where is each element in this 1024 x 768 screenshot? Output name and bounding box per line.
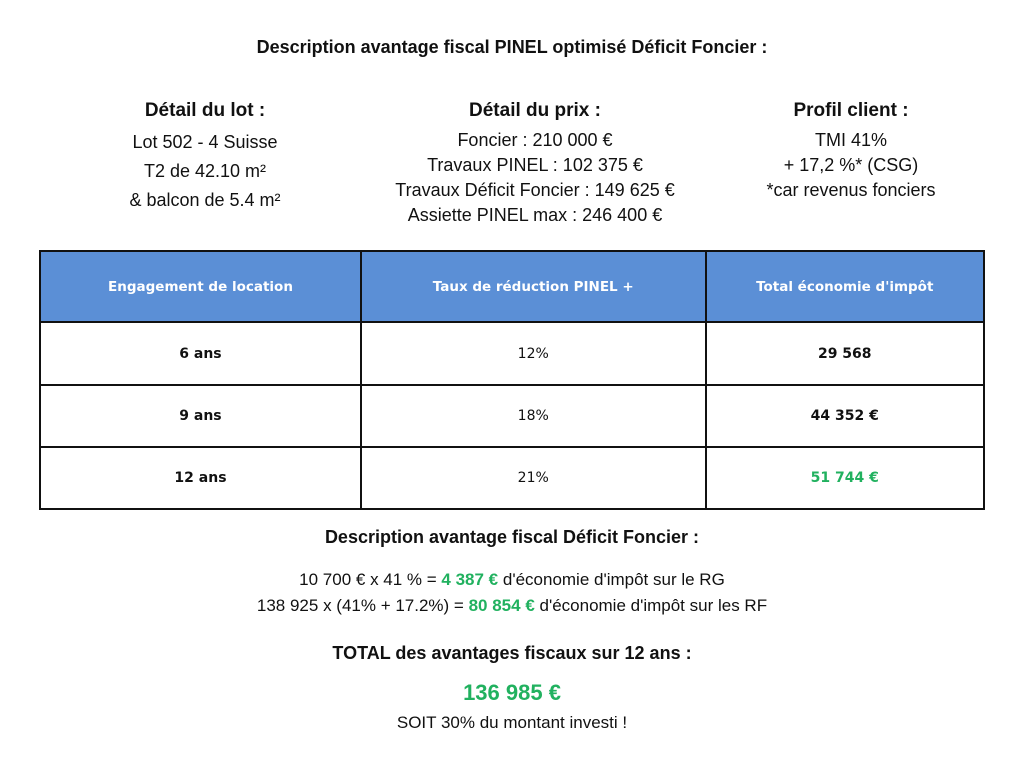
cell-engagement: 12 ans bbox=[39, 446, 362, 510]
calc-line-rg: 10 700 € x 41 % = 4 387 € d'économie d'i… bbox=[0, 570, 1024, 590]
calc-text: 10 700 € x 41 % = bbox=[299, 570, 442, 589]
client-profile: Profil client : TMI 41% + 17,2 %* (CSG) … bbox=[740, 98, 962, 203]
profile-line: TMI 41% bbox=[814, 130, 888, 150]
cell-engagement: 6 ans bbox=[39, 321, 362, 386]
lot-line: Lot 502 - 4 Suisse bbox=[132, 132, 278, 152]
price-heading: Détail du prix : bbox=[469, 100, 601, 121]
calc-value-highlight: 80 854 € bbox=[468, 596, 535, 615]
calc-text: d'économie d'impôt sur les RF bbox=[534, 596, 768, 615]
cell-taux: 21% bbox=[359, 446, 707, 510]
total-note: SOIT 30% du montant investi ! bbox=[396, 713, 628, 732]
calc-value-highlight: 4 387 € bbox=[441, 570, 499, 589]
price-line: Foncier : 210 000 € bbox=[457, 130, 613, 150]
cell-total: 44 352 € bbox=[704, 384, 985, 448]
lot-heading: Détail du lot : bbox=[144, 100, 266, 121]
price-line: Travaux Déficit Foncier : 149 625 € bbox=[395, 180, 675, 200]
lot-line: T2 de 42.10 m² bbox=[143, 161, 267, 181]
profile-line: + 17,2 %* (CSG) bbox=[783, 155, 919, 175]
calc-text: d'économie d'impôt sur le RG bbox=[498, 570, 725, 589]
header-total: Total économie d'impôt bbox=[704, 250, 985, 323]
cell-taux: 18% bbox=[359, 384, 707, 448]
table-row: 12 ans 21% 51 744 € bbox=[39, 446, 985, 510]
calc-text: 138 925 x (41% + 17.2%) = bbox=[256, 596, 469, 615]
page-title: Description avantage fiscal PINEL optimi… bbox=[256, 37, 768, 57]
profile-line: *car revenus fonciers bbox=[766, 180, 936, 200]
total-heading: TOTAL des avantages fiscaux sur 12 ans : bbox=[332, 643, 692, 663]
price-line: Travaux PINEL : 102 375 € bbox=[427, 155, 643, 175]
cell-taux: 12% bbox=[359, 321, 707, 386]
price-details: Détail du prix : Foncier : 210 000 € Tra… bbox=[365, 98, 705, 228]
calc-line-rf: 138 925 x (41% + 17.2%) = 80 854 € d'éco… bbox=[0, 596, 1024, 616]
cell-total: 29 568 bbox=[704, 321, 985, 386]
cell-total-highlight: 51 744 € bbox=[704, 446, 985, 510]
header-engagement: Engagement de location bbox=[39, 250, 362, 323]
table-row: 6 ans 12% 29 568 bbox=[39, 321, 985, 386]
deficit-heading: Description avantage fiscal Déficit Fonc… bbox=[324, 527, 700, 547]
price-line: Assiette PINEL max : 246 400 € bbox=[407, 205, 663, 225]
lot-details: Détail du lot : Lot 502 - 4 Suisse T2 de… bbox=[100, 98, 310, 215]
lot-line: & balcon de 5.4 m² bbox=[129, 190, 281, 210]
table-row: 9 ans 18% 44 352 € bbox=[39, 384, 985, 448]
tax-savings-table: Engagement de location Taux de réduction… bbox=[39, 250, 985, 510]
header-taux: Taux de réduction PINEL + bbox=[359, 250, 707, 323]
total-value: 136 985 € bbox=[463, 680, 561, 705]
profile-heading: Profil client : bbox=[793, 100, 909, 121]
table-header-row: Engagement de location Taux de réduction… bbox=[39, 250, 985, 323]
cell-engagement: 9 ans bbox=[39, 384, 362, 448]
